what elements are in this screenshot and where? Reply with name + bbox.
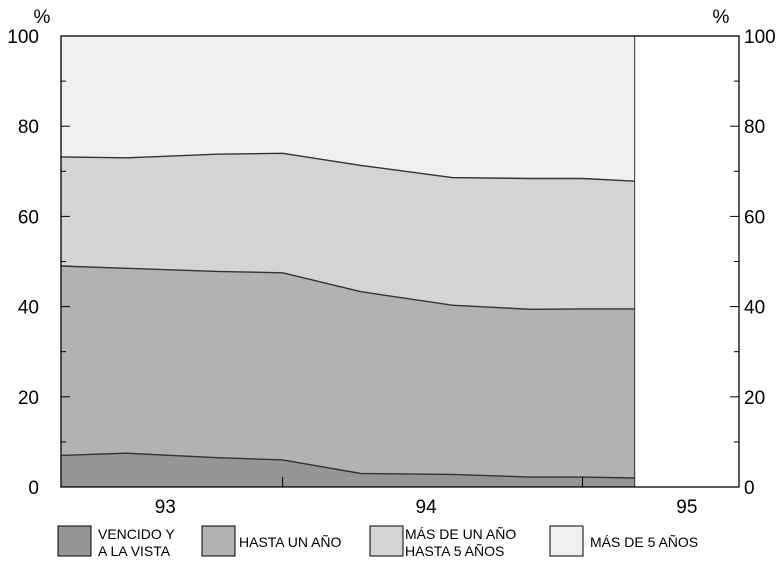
y-tick-label-left: 40 <box>18 298 39 319</box>
y-tick-label-right: 0 <box>744 478 755 499</box>
legend-label: VENCIDO Y <box>98 526 175 542</box>
series-boundary-line <box>60 452 635 479</box>
legend-label: HASTA UN AÑO <box>239 534 342 550</box>
y-tick-label-left: 20 <box>18 388 39 409</box>
x-tick-label: 94 <box>416 497 438 518</box>
y-tick-label-right: 40 <box>744 298 765 319</box>
y-tick-label-left: 100 <box>7 27 39 48</box>
x-tick-label: 93 <box>155 497 176 518</box>
series-boundary-line <box>60 265 635 311</box>
y-tick-label-right: 60 <box>744 207 765 228</box>
y-unit-left: % <box>34 7 51 28</box>
legend-label: HASTA 5 AÑOS <box>405 543 504 559</box>
x-tick-label: 95 <box>676 497 697 518</box>
legend-label: MÁS DE 5 AÑOS <box>590 534 698 550</box>
areas-group <box>60 36 635 487</box>
y-tick-label-left: 80 <box>18 117 39 138</box>
area-vencido-y-a-la-vista <box>61 453 635 487</box>
series-boundary-line <box>60 152 635 182</box>
legend-label: MÁS DE UN AÑO <box>405 526 516 542</box>
legend-label: A LA VISTA <box>98 543 171 559</box>
y-tick-label-left: 0 <box>28 478 39 499</box>
area-m-s-de-5-a-os <box>61 36 635 182</box>
legend-swatch <box>369 525 404 557</box>
y-tick-label-right: 100 <box>744 27 776 48</box>
y-tick-label-right: 20 <box>744 388 765 409</box>
legend-swatch <box>549 525 584 557</box>
legend-swatch <box>201 525 236 557</box>
y-unit-right: % <box>713 7 730 28</box>
y-tick-label-left: 60 <box>18 207 39 228</box>
area-hasta-un-a-o <box>61 266 635 478</box>
y-tick-label-right: 80 <box>744 117 765 138</box>
legend-swatch <box>57 525 92 557</box>
legend: VENCIDO YA LA VISTA HASTA UN AÑO MÁS DE UN… <box>57 525 698 559</box>
